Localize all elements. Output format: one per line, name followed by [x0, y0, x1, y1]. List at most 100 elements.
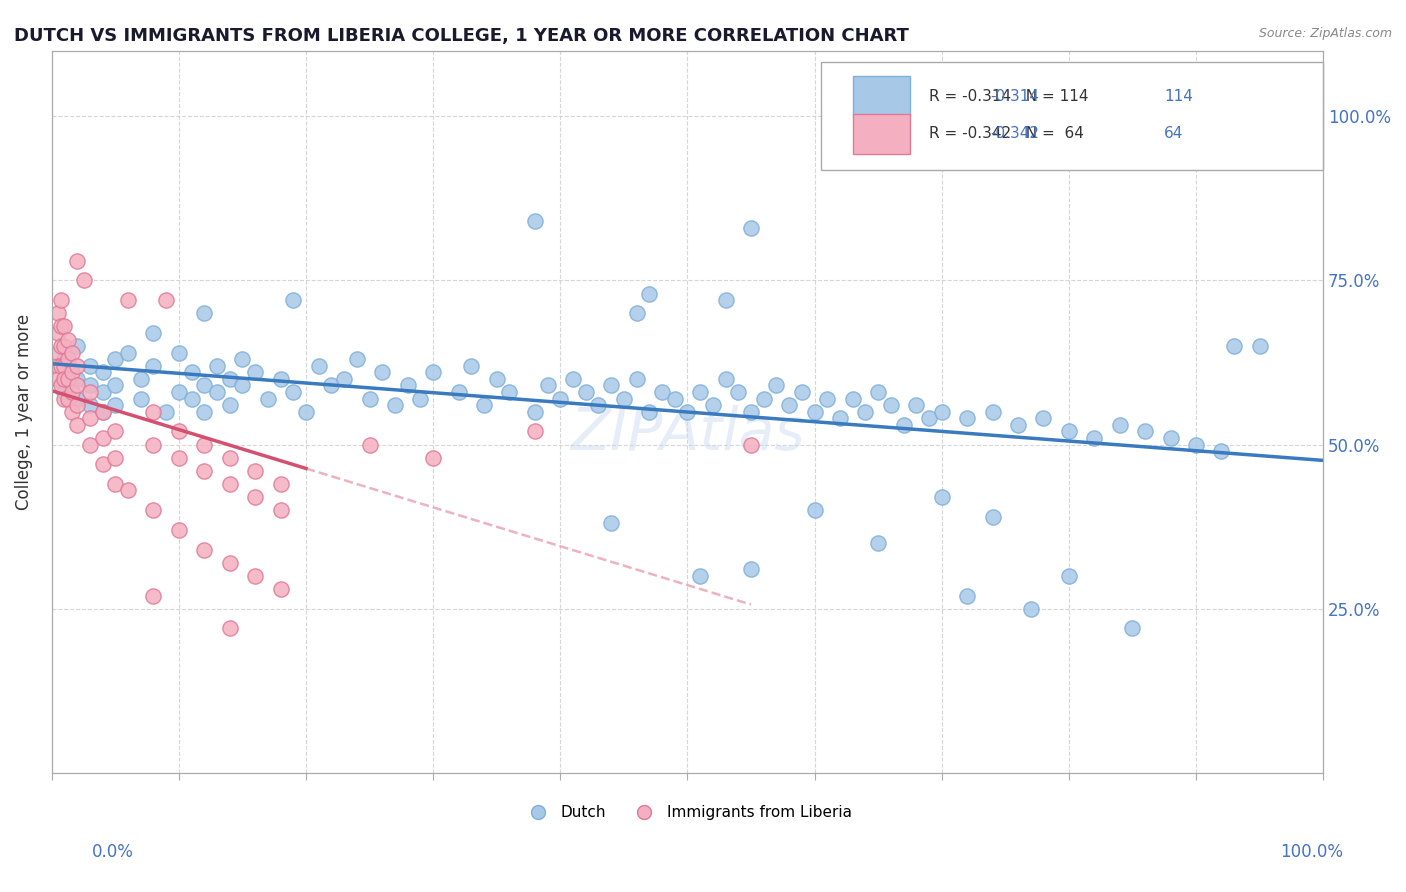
Text: 114: 114	[1164, 88, 1194, 103]
Point	[931, 490, 953, 504]
Point	[905, 398, 928, 412]
Text: R = -0.342   N =  64: R = -0.342 N = 64	[929, 126, 1084, 141]
Point	[53, 319, 76, 334]
Text: 0.0%: 0.0%	[91, 843, 134, 861]
Point	[243, 365, 266, 379]
Point	[58, 372, 80, 386]
Point	[346, 352, 368, 367]
Point	[60, 405, 83, 419]
Point	[243, 490, 266, 504]
Point	[58, 333, 80, 347]
Point	[1121, 621, 1143, 635]
Point	[46, 326, 69, 340]
Point	[270, 477, 292, 491]
Point	[46, 372, 69, 386]
Point	[66, 359, 89, 373]
Point	[868, 536, 890, 550]
Point	[91, 405, 114, 419]
Point	[956, 411, 979, 425]
Point	[702, 398, 724, 412]
Point	[740, 221, 762, 235]
Point	[104, 398, 127, 412]
Text: -0.342: -0.342	[990, 126, 1039, 141]
Point	[53, 392, 76, 406]
Point	[117, 293, 139, 307]
Point	[46, 359, 69, 373]
Point	[815, 392, 838, 406]
Point	[66, 339, 89, 353]
Point	[651, 384, 673, 399]
Point	[180, 365, 202, 379]
Point	[53, 359, 76, 373]
Point	[575, 384, 598, 399]
Point	[600, 516, 623, 531]
Point	[58, 352, 80, 367]
Point	[1249, 339, 1271, 353]
Point	[49, 319, 72, 334]
Point	[79, 437, 101, 451]
Point	[142, 503, 165, 517]
Point	[49, 359, 72, 373]
Point	[218, 556, 240, 570]
Point	[321, 378, 343, 392]
Point	[193, 378, 215, 392]
Point	[193, 405, 215, 419]
Point	[79, 378, 101, 392]
Text: R = -0.314   N = 114: R = -0.314 N = 114	[929, 88, 1088, 103]
Point	[1019, 601, 1042, 615]
Point	[91, 457, 114, 471]
Point	[359, 392, 381, 406]
Point	[714, 293, 737, 307]
FancyBboxPatch shape	[852, 114, 910, 153]
Point	[931, 405, 953, 419]
Point	[523, 214, 546, 228]
Point	[778, 398, 800, 412]
Point	[167, 384, 190, 399]
Point	[523, 405, 546, 419]
Point	[740, 562, 762, 576]
Point	[472, 398, 495, 412]
Point	[1057, 425, 1080, 439]
Point	[167, 345, 190, 359]
FancyBboxPatch shape	[821, 62, 1323, 169]
Point	[60, 365, 83, 379]
Point	[740, 437, 762, 451]
Point	[1007, 417, 1029, 432]
Point	[1160, 431, 1182, 445]
Point	[409, 392, 432, 406]
Point	[803, 405, 825, 419]
Point	[142, 359, 165, 373]
Point	[828, 411, 851, 425]
Point	[257, 392, 280, 406]
Point	[142, 437, 165, 451]
Point	[536, 378, 558, 392]
Point	[1133, 425, 1156, 439]
Point	[66, 372, 89, 386]
Point	[1185, 437, 1208, 451]
Point	[638, 405, 661, 419]
Point	[485, 372, 508, 386]
Point	[193, 306, 215, 320]
Point	[53, 384, 76, 399]
Point	[841, 392, 863, 406]
Point	[129, 372, 152, 386]
Point	[104, 450, 127, 465]
Point	[626, 372, 648, 386]
Point	[664, 392, 686, 406]
Point	[218, 398, 240, 412]
Point	[308, 359, 330, 373]
Point	[1223, 339, 1246, 353]
Point	[270, 582, 292, 596]
Point	[270, 503, 292, 517]
Point	[79, 411, 101, 425]
Point	[167, 450, 190, 465]
Point	[91, 384, 114, 399]
Point	[218, 372, 240, 386]
Point	[104, 425, 127, 439]
Point	[918, 411, 941, 425]
Point	[79, 398, 101, 412]
Point	[155, 405, 177, 419]
Point	[91, 431, 114, 445]
Point	[218, 477, 240, 491]
Point	[384, 398, 406, 412]
